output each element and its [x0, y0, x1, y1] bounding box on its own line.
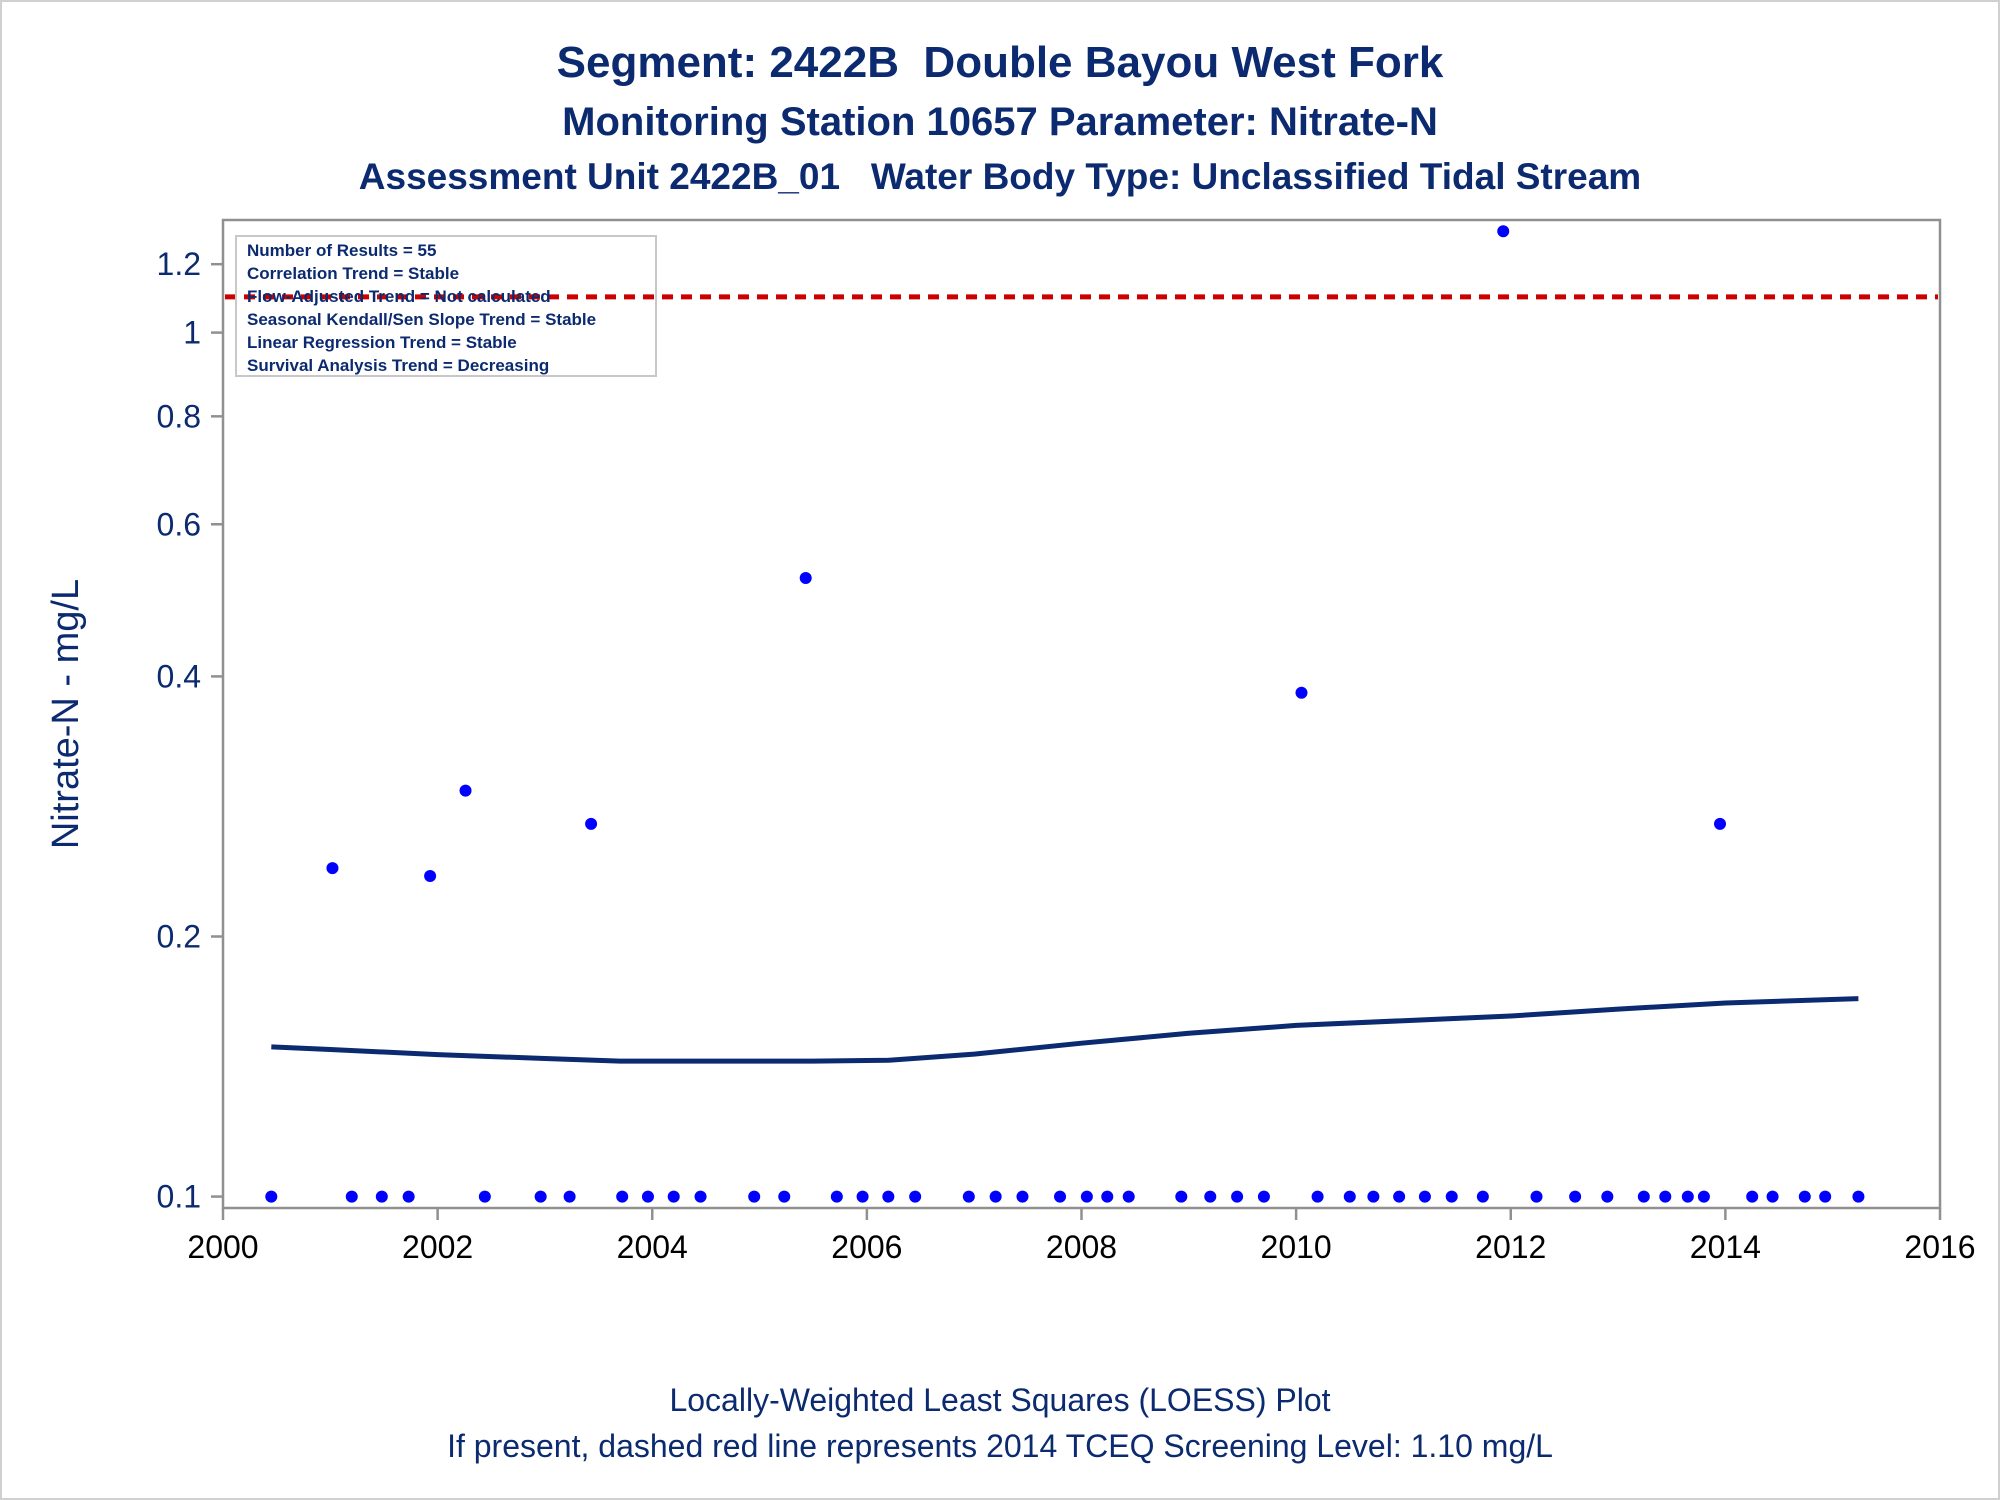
data-point — [402, 1190, 415, 1203]
data-point — [748, 1190, 761, 1203]
stats-box-line: Correlation Trend = Stable — [247, 264, 459, 283]
data-point — [1681, 1190, 1694, 1203]
data-point — [1204, 1190, 1217, 1203]
data-point — [375, 1190, 388, 1203]
stats-box-line: Number of Results = 55 — [247, 241, 436, 260]
x-tick-label: 2008 — [1046, 1229, 1117, 1265]
y-tick-label: 0.6 — [157, 506, 201, 542]
loess-curve — [271, 996, 1859, 1064]
x-tick-label: 2006 — [831, 1229, 902, 1265]
data-point — [1080, 1190, 1093, 1203]
data-point — [424, 869, 437, 882]
data-point — [563, 1190, 576, 1203]
y-tick-label: 1.2 — [157, 246, 201, 282]
data-point — [1852, 1190, 1865, 1203]
data-point — [1746, 1190, 1759, 1203]
data-point — [326, 862, 339, 875]
stats-box-line: Survival Analysis Trend = Decreasing — [247, 356, 549, 375]
data-point — [1601, 1190, 1614, 1203]
y-tick-label: 0.1 — [157, 1179, 201, 1215]
data-point — [1637, 1190, 1650, 1203]
data-point — [1175, 1190, 1188, 1203]
data-point — [1714, 817, 1727, 830]
data-point — [616, 1190, 629, 1203]
data-point — [778, 1190, 791, 1203]
data-point — [830, 1190, 843, 1203]
y-axis-label: Nitrate-N - mg/L — [45, 579, 87, 849]
data-point — [478, 1190, 491, 1203]
data-point — [962, 1190, 975, 1203]
chart-title: Segment: 2422B Double Bayou West Fork — [556, 38, 1444, 87]
data-point — [1231, 1190, 1244, 1203]
data-point — [856, 1190, 869, 1203]
y-axis: 0.1 0.2 0.4 0.6 0.8 1 1.2 — [157, 246, 223, 1215]
data-point — [1530, 1190, 1543, 1203]
data-point — [1569, 1190, 1582, 1203]
data-point — [585, 817, 598, 830]
stats-box-line: Flow-Adjusted Trend = Not calculated — [247, 287, 551, 306]
data-point — [1445, 1190, 1458, 1203]
data-point — [1798, 1190, 1811, 1203]
x-tick-label: 2004 — [617, 1229, 688, 1265]
x-tick-label: 2010 — [1261, 1229, 1332, 1265]
footnote-screening-level: If present, dashed red line represents 2… — [447, 1428, 1553, 1464]
x-axis: 2000 2002 2004 2006 2008 2010 2012 2014 2016 — [187, 1208, 1976, 1265]
x-tick-label: 2014 — [1690, 1229, 1761, 1265]
data-point — [882, 1190, 895, 1203]
data-point — [1819, 1190, 1832, 1203]
data-point — [1697, 1190, 1710, 1203]
trend-stats-box: Number of Results = 55 Correlation Trend … — [235, 235, 657, 377]
data-point — [909, 1190, 922, 1203]
data-point — [1343, 1190, 1356, 1203]
y-tick-label: 0.8 — [157, 398, 201, 434]
chart-subtitle-assessment: Assessment Unit 2422B_01 Water Body Type… — [358, 156, 1642, 197]
data-point — [1476, 1190, 1489, 1203]
x-tick-label: 2000 — [187, 1229, 258, 1265]
data-point — [345, 1190, 358, 1203]
data-point — [1497, 225, 1510, 238]
data-point — [1054, 1190, 1067, 1203]
data-point — [694, 1190, 707, 1203]
x-tick-label: 2016 — [1904, 1229, 1975, 1265]
data-point — [1257, 1190, 1270, 1203]
data-point — [1659, 1190, 1672, 1203]
data-point — [1418, 1190, 1431, 1203]
stats-box-border — [235, 235, 657, 377]
x-tick-label: 2012 — [1475, 1229, 1546, 1265]
x-tick-label: 2002 — [402, 1229, 473, 1265]
data-points — [265, 225, 1865, 1203]
data-point — [1101, 1190, 1114, 1203]
data-point — [641, 1190, 654, 1203]
y-tick-label: 0.2 — [157, 918, 201, 954]
y-tick-label: 0.4 — [157, 658, 201, 694]
data-point — [1393, 1190, 1406, 1203]
data-point — [1367, 1190, 1380, 1203]
chart-subtitle-station: Monitoring Station 10657 Parameter: Nitr… — [562, 100, 1438, 144]
data-point — [989, 1190, 1002, 1203]
data-point — [1016, 1190, 1029, 1203]
footnote-loess: Locally-Weighted Least Squares (LOESS) P… — [669, 1382, 1331, 1418]
y-tick-label: 1 — [183, 315, 201, 351]
data-point — [459, 784, 472, 797]
stats-box-line: Linear Regression Trend = Stable — [247, 333, 517, 352]
data-point — [265, 1190, 278, 1203]
data-point — [667, 1190, 680, 1203]
data-point — [1295, 686, 1308, 699]
data-point — [799, 571, 812, 584]
data-point — [1311, 1190, 1324, 1203]
data-point — [1766, 1190, 1779, 1203]
stats-box-line: Seasonal Kendall/Sen Slope Trend = Stabl… — [247, 310, 596, 329]
data-point — [534, 1190, 547, 1203]
data-point — [1122, 1190, 1135, 1203]
